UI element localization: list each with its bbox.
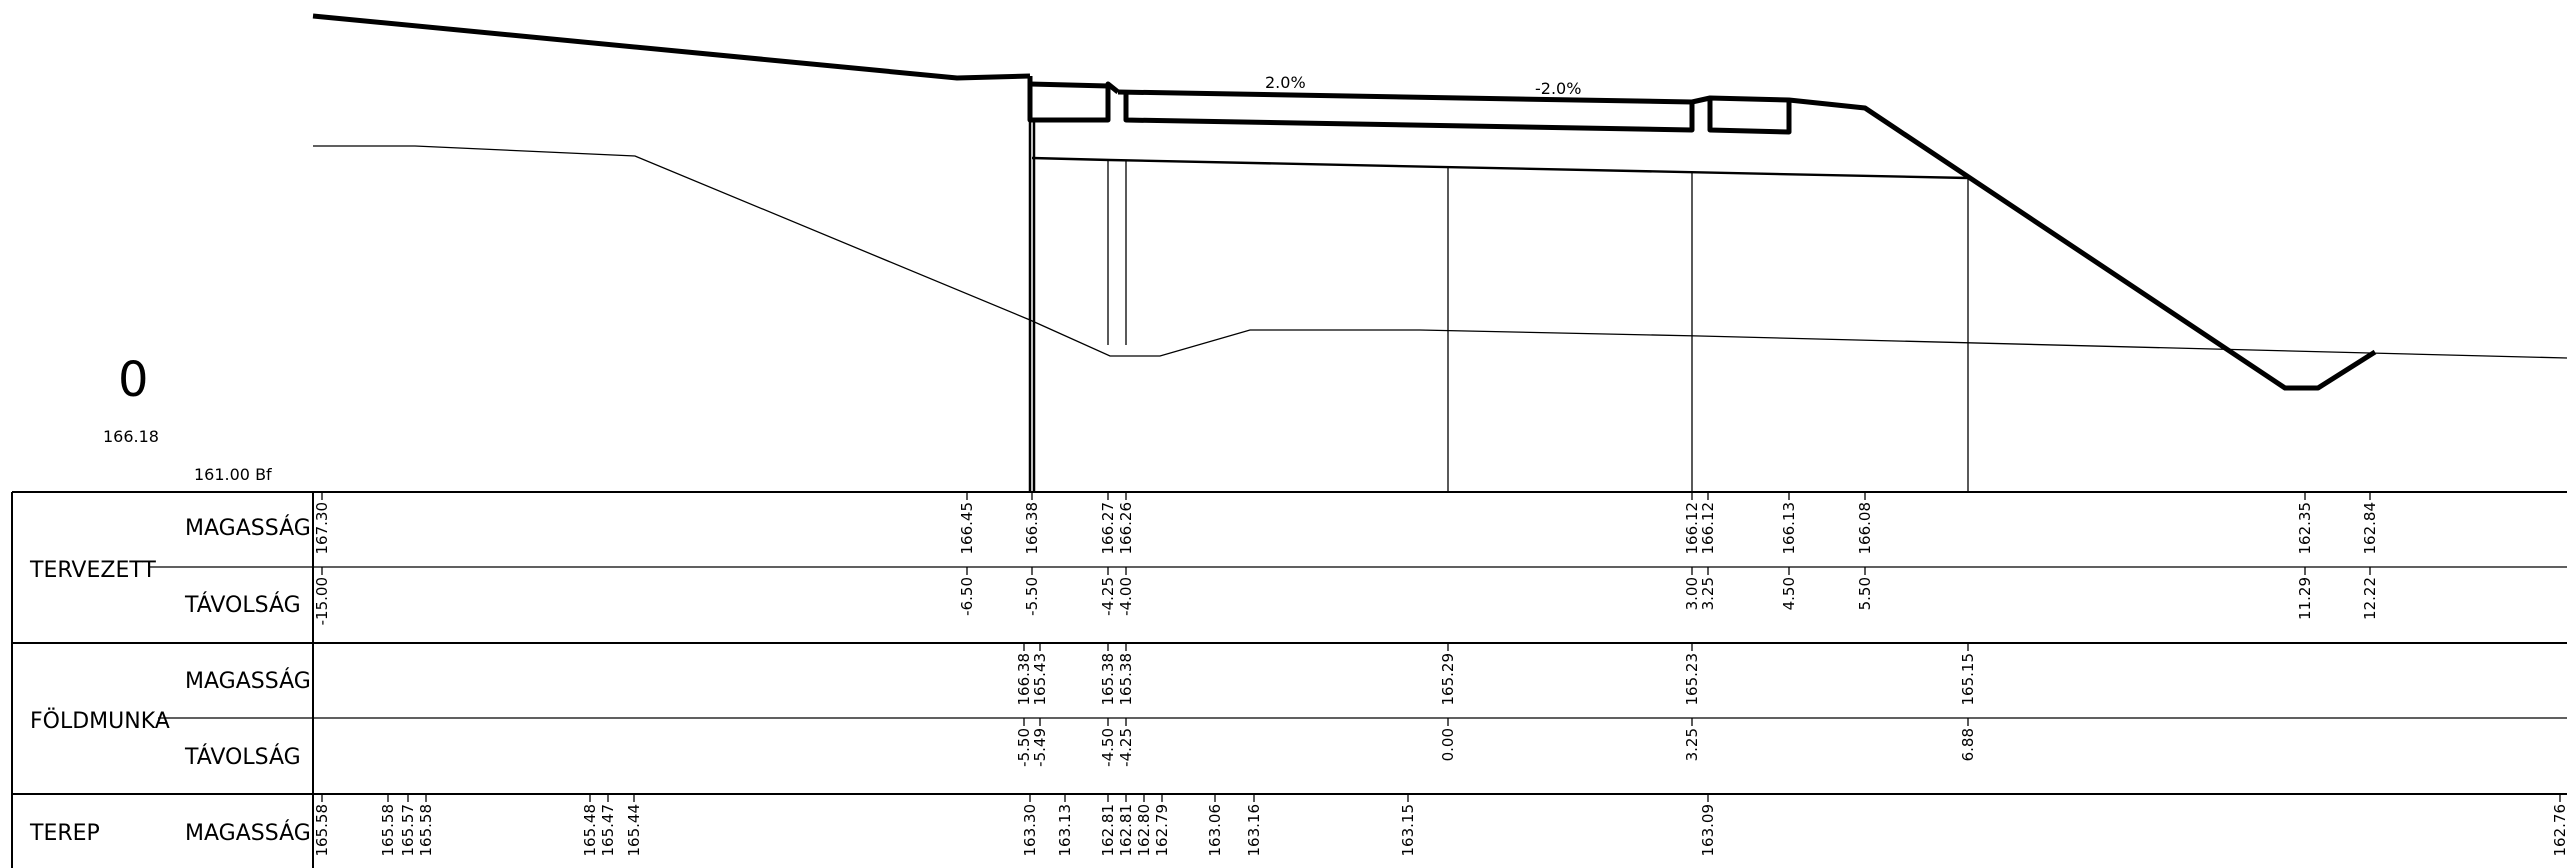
band-table	[11, 491, 2567, 868]
vertical-lines	[1028, 120, 1969, 492]
terep-magassag-value: 162.80	[1135, 804, 1153, 857]
terep-magassag-value: 163.16	[1245, 804, 1263, 857]
foldmunka-magassag-label: MAGASSÁG	[185, 668, 311, 694]
slope-label-left: 2.0%	[1265, 73, 1306, 92]
tervezett-magassag-value: 166.38	[1023, 502, 1041, 555]
foldmunka-magassag-value: 165.38	[1099, 653, 1117, 706]
foldmunka-tavolsag-value: -4.50	[1099, 728, 1117, 767]
tervezett-tavolsag-value: -15.00	[313, 577, 331, 625]
foldmunka-magassag-value: 165.29	[1439, 653, 1457, 706]
terep-magassag-value: 162.79	[1153, 804, 1171, 857]
terrain-line	[313, 145, 2567, 359]
terep-magassag-value: 165.58	[417, 804, 435, 857]
foldmunka-tavolsag-value: 3.25	[1683, 728, 1701, 761]
tervezett-tavolsag-label: TÁVOLSÁG	[184, 592, 301, 618]
foldmunka-tavolsag-value: 0.00	[1439, 728, 1457, 761]
terep-magassag-value: 165.58	[313, 804, 331, 857]
terep-magassag-value: 165.48	[581, 804, 599, 857]
tervezett-tavolsag-value: 5.50	[1856, 577, 1874, 610]
tervezett-magassag-value: 166.08	[1856, 502, 1874, 555]
terep-magassag-value: 165.44	[625, 804, 643, 857]
tervezett-magassag-value: 166.27	[1099, 502, 1117, 555]
tervezett-magassag-value: 162.84	[2361, 502, 2379, 555]
foldmunka-tavolsag-value: -5.49	[1031, 728, 1049, 767]
foldmunka-magassag-value: 165.23	[1683, 653, 1701, 706]
group-label-terep: TEREP	[29, 821, 100, 846]
terep-magassag-value: 162.76	[2551, 804, 2567, 857]
tervezett-tavolsag-value: -5.50	[1023, 577, 1041, 616]
tervezett-tavolsag-value: 3.00	[1683, 577, 1701, 610]
group-label-foldmunka: FÖLDMUNKA	[30, 708, 170, 734]
terep-magassag-value: 163.13	[1056, 804, 1074, 857]
terep-magassag-value: 162.81	[1099, 804, 1117, 857]
band-values: 167.30 166.45 166.38 166.27 166.26 166.12166.…	[313, 492, 2567, 857]
tervezett-magassag-value: 162.35	[2296, 502, 2314, 555]
datum-label: 161.00 Bf	[194, 465, 272, 484]
terep-magassag-value: 165.58	[379, 804, 397, 857]
foldmunka-tavolsag-value: 6.88	[1959, 728, 1977, 761]
station-label: 0	[118, 352, 149, 408]
tervezett-magassag-value: 166.13	[1780, 502, 1798, 555]
terep-magassag-value: 163.30	[1021, 804, 1039, 857]
subgrade-line	[1031, 156, 1969, 180]
tervezett-magassag-label: MAGASSÁG	[185, 515, 311, 541]
terep-magassag-label: MAGASSÁG	[185, 820, 311, 846]
tervezett-tavolsag-value: -4.25	[1099, 577, 1117, 616]
slope-label-right: -2.0%	[1535, 79, 1581, 98]
foldmunka-tavolsag-value: -4.25	[1117, 728, 1135, 767]
tervezett-tavolsag-value: 3.25	[1699, 577, 1717, 610]
group-label-tervezett: TERVEZETT	[29, 558, 156, 583]
terep-magassag-value: 163.09	[1699, 804, 1717, 857]
foldmunka-tavolsag-label: TÁVOLSÁG	[184, 744, 301, 770]
tervezett-tavolsag-value: -6.50	[958, 577, 976, 616]
foldmunka-tavolsag-value: -5.50	[1015, 728, 1033, 767]
tervezett-magassag-value: 166.45	[958, 502, 976, 555]
foldmunka-magassag-value: 165.38	[1117, 653, 1135, 706]
tervezett-magassag-value: 166.26	[1117, 502, 1135, 555]
tervezett-tavolsag-value: 4.50	[1780, 577, 1798, 610]
design-profile	[312, 13, 2377, 391]
terep-magassag-value: 162.81	[1117, 804, 1135, 857]
foldmunka-magassag-value: 165.43	[1031, 653, 1049, 706]
foldmunka-magassag-value: 166.38	[1015, 653, 1033, 706]
terep-magassag-value: 163.15	[1399, 804, 1417, 857]
tervezett-magassag-value: 166.12	[1699, 502, 1717, 555]
axis-elevation: 166.18	[103, 427, 159, 446]
tervezett-tavolsag-value: 12.22	[2361, 577, 2379, 620]
terep-magassag-value: 165.57	[399, 804, 417, 857]
terep-magassag-value: 165.47	[599, 804, 617, 857]
tervezett-magassag-value: 167.30	[313, 502, 331, 555]
tervezett-tavolsag-value: -4.00	[1117, 577, 1135, 616]
foldmunka-magassag-value: 165.15	[1959, 653, 1977, 706]
terep-magassag-value: 163.06	[1206, 804, 1224, 857]
tervezett-tavolsag-value: 11.29	[2296, 577, 2314, 620]
tervezett-magassag-value: 166.12	[1683, 502, 1701, 555]
